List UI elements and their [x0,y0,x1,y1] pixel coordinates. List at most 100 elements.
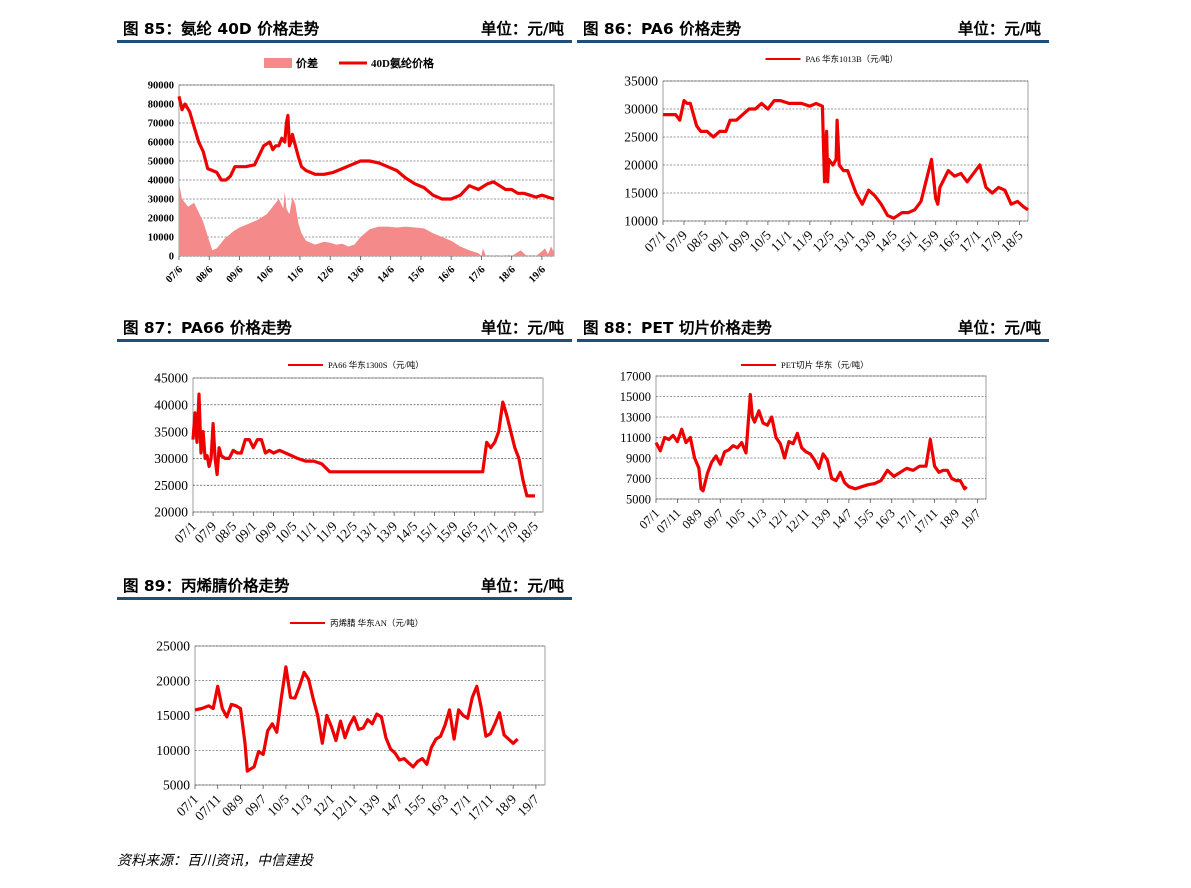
y-tick-label: 30000 [154,451,188,466]
legend-label: 40D氨纶价格 [371,56,435,70]
series-line-PA6 华东1013B（元/吨） [663,99,1029,220]
y-tick-label: 17000 [620,369,651,383]
x-tick-label: 15/6 [406,264,427,285]
x-tick-label: 12/6 [315,264,336,285]
x-tick-label: 07/6 [164,264,185,285]
x-tick-label: 13/9 [808,506,834,532]
x-tick-label: 09/7 [701,506,727,532]
x-tick-label: 19/7 [514,791,542,819]
x-tick-label: 18/5 [513,518,541,546]
y-tick-label: 30000 [148,195,174,206]
chart-acrylonitrile: 50001000015000200002500007/107/1108/909/… [156,618,546,824]
y-tick-label: 35000 [154,424,188,439]
source-note: 资料来源：百川资讯，中信建投 [117,853,313,869]
legend-swatch-area [264,58,292,68]
y-tick-label: 40000 [148,176,174,187]
y-tick-label: 10000 [148,233,174,244]
y-tick-label: 11000 [620,431,651,445]
panel-88-unit: 单位：元/吨 [957,319,1041,337]
series-line-丙烯腈 华东AN（元/吨） [194,665,519,773]
x-tick-label: 11/6 [286,264,307,285]
x-tick-label: 14/6 [376,264,397,285]
x-tick-label: 08/9 [679,506,705,532]
y-tick-label: 50000 [148,157,174,168]
panel-88-title: 图 88：PET 切片价格走势 [583,319,772,337]
panel-89-title: 图 89：丙烯腈价格走势 [123,577,290,595]
x-tick-label: 10/5 [264,791,292,819]
y-tick-label: 25000 [156,639,190,654]
panel-85-unit: 单位：元/吨 [480,20,564,38]
legend-label: PA6 华东1013B（元/吨） [806,54,899,64]
panel-85-title: 图 85：氨纶 40D 价格走势 [123,20,320,38]
panel-86-title: 图 86：PA6 价格走势 [583,20,742,38]
chart-pa6: 10000150002000025000300003500007/107/908… [624,54,1029,255]
legend-label: PA66 华东1300S（元/吨） [328,360,424,370]
x-tick-label: 10/5 [722,506,748,532]
y-tick-label: 35000 [624,74,658,89]
plot-area [662,80,1029,222]
x-tick-label: 14/7 [829,506,855,532]
y-tick-label: 45000 [154,371,188,386]
y-tick-label: 5000 [163,778,190,793]
y-tick-label: 40000 [154,398,188,413]
y-tick-label: 15000 [620,390,651,404]
chart-pa66: 20000250003000035000400004500007/107/908… [154,360,544,546]
y-tick-label: 20000 [156,673,190,688]
panel-89-unit: 单位：元/吨 [480,577,564,595]
legend-label: 价差 [296,56,318,70]
series-line-PA66 华东1300S（元/吨） [191,392,535,498]
chart-pet-chip: 5000700090001100013000150001700007/107/1… [620,360,987,536]
panel-86-header: 图 86：PA6 价格走势 单位：元/吨 [577,14,1049,43]
y-tick-label: 60000 [148,138,174,149]
x-tick-label: 09/7 [242,791,270,819]
y-tick-label: 13000 [620,410,651,424]
panel-87-unit: 单位：元/吨 [480,319,564,337]
x-tick-label: 19/6 [527,264,548,285]
y-tick-label: 15000 [624,186,658,201]
x-tick-label: 17/6 [467,264,488,285]
legend-label: 丙烯腈 华东AN（元/吨） [330,618,423,628]
x-tick-label: 16/3 [424,791,452,819]
series-line-40D氨纶价格 [177,96,555,201]
panel-86-unit: 单位：元/吨 [957,20,1041,38]
y-tick-label: 15000 [156,708,190,723]
y-tick-label: 25000 [154,478,188,493]
y-tick-label: 9000 [626,451,651,465]
series-area-价差 [179,183,554,256]
x-tick-label: 09/6 [225,264,246,285]
x-tick-label: 16/3 [872,506,898,532]
x-tick-label: 10/6 [255,264,276,285]
y-tick-label: 30000 [624,102,658,117]
y-tick-label: 5000 [626,492,651,506]
y-tick-label: 10000 [156,743,190,758]
y-tick-label: 20000 [624,158,658,173]
x-tick-label: 18/9 [492,791,520,819]
x-tick-label: 13/6 [346,264,367,285]
y-tick-label: 10000 [624,214,658,229]
y-tick-label: 25000 [624,130,658,145]
panel-89-header: 图 89：丙烯腈价格走势 单位：元/吨 [117,571,572,600]
x-tick-label: 16/6 [436,264,457,285]
legend-label: PET切片 华东（元/吨） [781,360,869,370]
x-tick-label: 11/3 [744,506,769,531]
y-tick-label: 7000 [626,472,651,486]
series-line-PET切片 华东（元/吨） [654,392,968,493]
x-tick-label: 08/9 [219,791,247,819]
panel-87-header: 图 87：PA66 价格走势 单位：元/吨 [117,313,572,342]
x-tick-label: 14/7 [378,791,406,819]
x-tick-label: 08/6 [194,264,215,285]
x-tick-label: 11/3 [288,791,315,818]
x-tick-label: 18/5 [998,227,1026,255]
y-tick-label: 70000 [148,119,174,130]
x-tick-label: 13/9 [355,791,383,819]
y-tick-label: 20000 [154,505,188,520]
panel-88-header: 图 88：PET 切片价格走势 单位：元/吨 [577,313,1049,342]
y-tick-label: 0 [169,252,174,263]
x-tick-label: 18/6 [497,264,518,285]
x-tick-label: 15/5 [401,791,429,819]
x-tick-label: 19/7 [958,506,984,532]
y-tick-label: 20000 [148,214,174,225]
panel-87-title: 图 87：PA66 价格走势 [123,319,292,337]
y-tick-label: 80000 [148,100,174,111]
x-tick-label: 18/9 [936,506,962,532]
